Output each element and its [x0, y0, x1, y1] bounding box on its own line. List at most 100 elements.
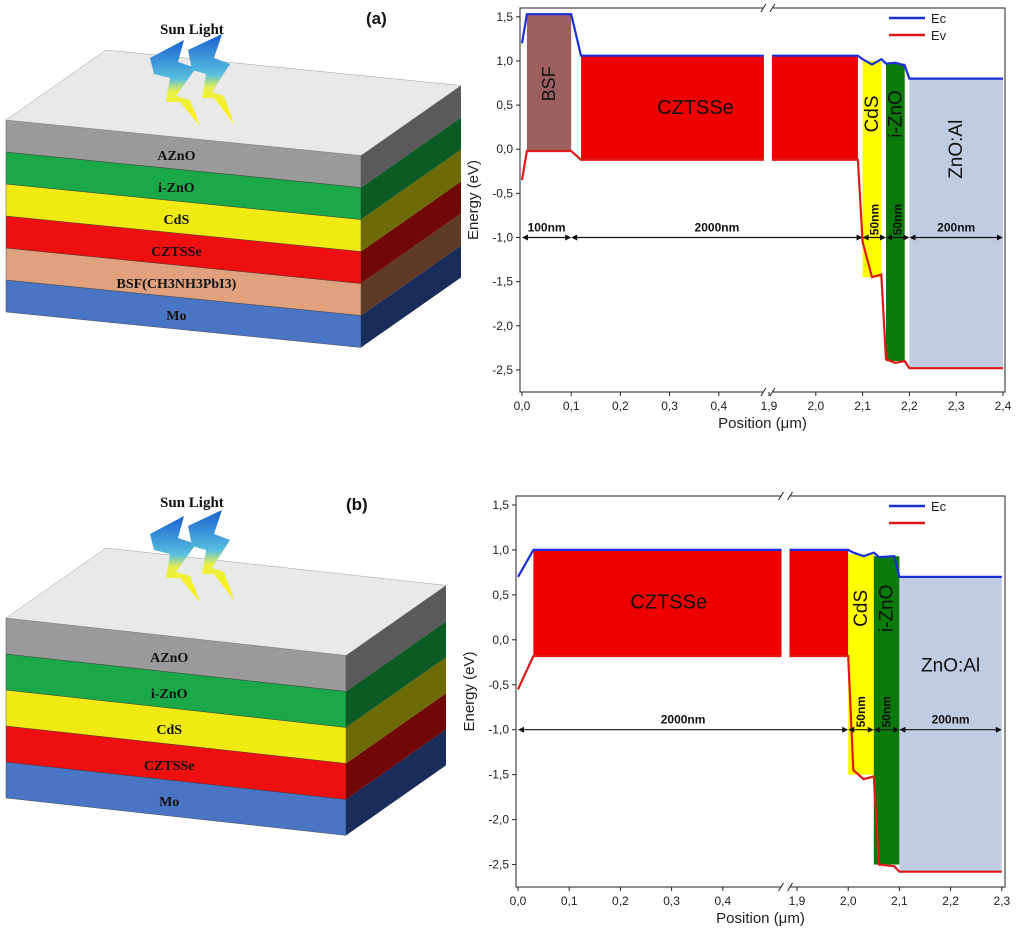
x-tick-label: 0,2 [612, 399, 629, 413]
layer-side-face [361, 213, 461, 316]
legend-label: Ec [931, 11, 947, 26]
layer-side-face [361, 85, 461, 188]
dimension-arrowhead [997, 234, 1003, 241]
region-label: CZTSSe [657, 97, 734, 119]
band-line [520, 13, 1003, 80]
layer-label: Mo [166, 309, 186, 324]
x-tick-label: 0,3 [663, 894, 680, 908]
y-tick-label: -0,5 [488, 678, 509, 692]
band-diagram-a: 1,5 1,0 0,5 0,0 -0,5 -1,0 -1,5 -2,0 -2,5 0,0 0,1 0,… [465, 3, 1012, 432]
thickness-label: 2000nm [661, 713, 706, 727]
y-tick-label: -1,0 [492, 231, 513, 245]
region-label: CZTSSe [630, 591, 707, 613]
dimension-arrowhead [995, 726, 1002, 733]
panel-label-a: (a) [366, 9, 387, 28]
x-tick-label: 0,4 [710, 399, 727, 413]
x-tick-label: 0,2 [612, 894, 629, 908]
y-tick-label: -0,5 [492, 186, 513, 200]
dimension-arrowhead [899, 726, 906, 733]
layer-side-face [361, 245, 461, 348]
dimension-arrowhead [856, 234, 863, 241]
axis-break-mark [769, 387, 776, 397]
lightning-icon [150, 510, 234, 602]
thickness-label: 200nm [937, 221, 975, 235]
axis-break-mark [760, 3, 767, 13]
axis-break-gap [781, 497, 790, 886]
x-tick-label: 2,3 [993, 894, 1010, 908]
axis-break-gap [763, 9, 772, 391]
layer-label: CdS [156, 723, 182, 738]
y-tick-label: 1,0 [496, 54, 513, 68]
x-tick-label: 0,3 [661, 399, 678, 413]
x-tick-label: 2,1 [891, 894, 908, 908]
stack-top-surface [5, 547, 447, 656]
thickness-label: 50nm [854, 696, 868, 727]
region-label: i-ZnO [885, 90, 906, 137]
axis-break-mark [760, 387, 767, 397]
x-tick-label: 2,4 [995, 399, 1012, 413]
sun-light-label-b: Sun Light [160, 495, 224, 511]
band-line [517, 654, 1002, 873]
region-label: CdS [851, 590, 872, 627]
y-tick-label: 1,5 [496, 10, 513, 24]
y-tick-label: -1,5 [492, 275, 513, 289]
dimension-arrowhead [565, 234, 572, 241]
thickness-label: 50nm [880, 696, 894, 727]
layer-side-face [361, 149, 461, 252]
dimension-arrowhead [886, 234, 892, 241]
thickness-label: 200nm [932, 713, 970, 727]
x-tick-label: 2,1 [854, 399, 871, 413]
thickness-label: 2000nm [695, 221, 740, 235]
y-tick-label: 0,5 [496, 98, 513, 112]
layer-side-face [361, 181, 461, 284]
axis-break-mark [778, 882, 784, 892]
layer-side-face [361, 117, 461, 220]
dimension-arrowhead [522, 234, 528, 241]
region-label: CdS [862, 95, 883, 132]
y-tick-label: -2,5 [488, 858, 509, 872]
legend-label: Ec [931, 499, 947, 514]
x-tick-label: 0,0 [514, 399, 531, 413]
axis-break [780, 493, 791, 499]
region-label: i-ZnO [877, 585, 898, 633]
thickness-label: 50nm [891, 204, 905, 235]
band-line [520, 149, 1003, 370]
layer-label: CZTSSe [151, 245, 202, 260]
region-fill [886, 63, 905, 362]
layer-side-face [346, 693, 446, 800]
dimension-arrowhead [867, 726, 874, 733]
layer-label: AZnO [157, 149, 195, 164]
dimension-arrowhead [873, 726, 880, 733]
region-label: BSF [539, 66, 559, 101]
layer-label: CdS [164, 213, 190, 228]
y-tick-label: -1,0 [488, 723, 509, 737]
thickness-label: 100nm [528, 221, 566, 235]
layer-label: Mo [159, 795, 179, 810]
lightning-icon [150, 34, 234, 126]
axis-break [762, 5, 773, 11]
region-label: ZnO:Al [921, 655, 980, 676]
y-tick-label: -2,0 [488, 813, 509, 827]
y-tick-label: 1,5 [492, 498, 509, 512]
y-tick-label: -2,5 [492, 363, 513, 377]
x-tick-label: 2,2 [942, 894, 959, 908]
region-fill [581, 55, 858, 160]
sun-light-label-a: Sun Light [160, 22, 224, 38]
plot-frame [519, 7, 1006, 393]
layer-label: i-ZnO [151, 687, 188, 702]
dimension-arrowhead [848, 726, 855, 733]
layer-label: BSF(CH3NH3PbI3) [117, 277, 237, 292]
region-fill [873, 556, 900, 865]
band-diagram-b: 1,5 1,0 0,5 0,0 -0,5 -1,0 -1,5 -2,0 -2,5 0,0 0,1 0,… [461, 491, 1010, 927]
y-tick-label: 0,5 [492, 588, 509, 602]
layer-side-face [346, 585, 446, 692]
x-tick-label: 0,0 [510, 894, 527, 908]
x-tick-label: 2,3 [948, 399, 965, 413]
layer-label: AZnO [150, 651, 188, 666]
y-axis-label: Energy (eV) [461, 651, 478, 731]
dimension-arrowhead [880, 234, 886, 241]
thickness-label: 50nm [867, 204, 881, 235]
axis-break-mark [787, 491, 793, 501]
layer-stack-a: Mo BSF(CH3NH3PbI3) CZTSSe CdS i-ZnO AZnO [5, 49, 462, 348]
